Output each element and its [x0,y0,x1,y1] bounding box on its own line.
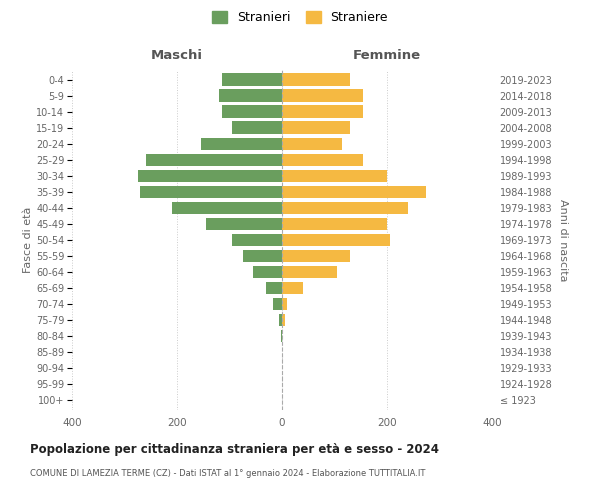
Bar [272,298,282,310]
Bar [282,106,364,118]
Bar [282,170,387,182]
Bar [266,282,282,294]
Y-axis label: Fasce di età: Fasce di età [23,207,33,273]
Bar [282,314,284,326]
Bar [282,90,364,102]
Bar [206,218,282,230]
Bar [282,74,350,86]
Bar [200,138,282,150]
Bar [221,74,282,86]
Bar [280,314,282,326]
Bar [282,250,350,262]
Text: COMUNE DI LAMEZIA TERME (CZ) - Dati ISTAT al 1° gennaio 2024 - Elaborazione TUTT: COMUNE DI LAMEZIA TERME (CZ) - Dati ISTA… [30,468,425,477]
Bar [146,154,282,166]
Bar [219,90,282,102]
Bar [282,138,343,150]
Bar [282,186,427,198]
Bar [281,330,282,342]
Bar [282,122,350,134]
Bar [282,154,364,166]
Bar [232,122,282,134]
Y-axis label: Anni di nascita: Anni di nascita [558,198,568,281]
Bar [282,282,303,294]
Bar [137,170,282,182]
Text: Maschi: Maschi [151,49,203,62]
Bar [282,202,408,214]
Bar [282,234,389,246]
Bar [221,106,282,118]
Bar [242,250,282,262]
Bar [232,234,282,246]
Bar [282,266,337,278]
Bar [172,202,282,214]
Text: Femmine: Femmine [353,49,421,62]
Bar [253,266,282,278]
Bar [282,298,287,310]
Bar [282,218,387,230]
Legend: Stranieri, Straniere: Stranieri, Straniere [212,11,388,24]
Bar [140,186,282,198]
Text: Popolazione per cittadinanza straniera per età e sesso - 2024: Popolazione per cittadinanza straniera p… [30,442,439,456]
